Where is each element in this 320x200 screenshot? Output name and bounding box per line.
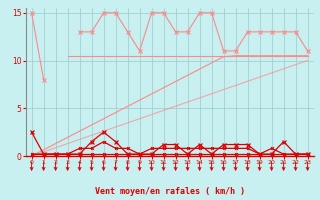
Text: Vent moyen/en rafales ( km/h ): Vent moyen/en rafales ( km/h ) <box>95 187 244 196</box>
